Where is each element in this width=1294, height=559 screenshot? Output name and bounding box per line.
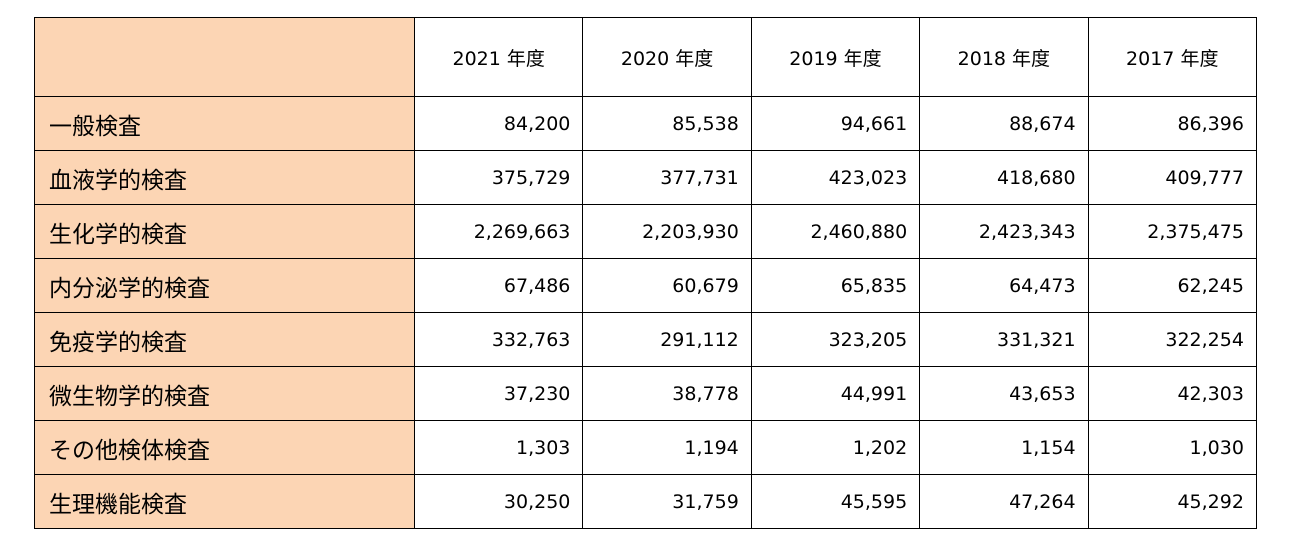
value-cell: 2,269,663 — [413, 204, 584, 259]
value-cell: 332,763 — [413, 312, 584, 367]
header-row: 2021 年度 2020 年度 2019 年度 2018 年度 2017 年度 — [34, 17, 1257, 97]
value-cell: 2,375,475 — [1087, 204, 1257, 259]
value-cell: 44,991 — [750, 366, 921, 421]
value-cell: 1,030 — [1087, 420, 1257, 475]
value-cell: 65,835 — [750, 258, 921, 313]
value-cell: 1,303 — [413, 420, 584, 475]
value-cell: 2,203,930 — [582, 204, 752, 259]
header-year-2017: 2017 年度 — [1087, 17, 1257, 97]
value-cell: 47,264 — [919, 474, 1089, 529]
value-cell: 1,202 — [750, 420, 921, 475]
value-cell: 94,661 — [750, 96, 921, 151]
value-cell: 1,154 — [919, 420, 1089, 475]
value-cell: 418,680 — [919, 150, 1089, 205]
value-cell: 67,486 — [413, 258, 584, 313]
table-row: 一般検査 84,200 85,538 94,661 88,674 86,396 — [34, 96, 1257, 151]
value-cell: 42,303 — [1087, 366, 1257, 421]
value-cell: 291,112 — [582, 312, 752, 367]
header-year-2021: 2021 年度 — [413, 17, 584, 97]
value-cell: 88,674 — [919, 96, 1089, 151]
value-cell: 45,595 — [750, 474, 921, 529]
row-label-cell: 血液学的検査 — [34, 150, 415, 205]
header-year-2018: 2018 年度 — [919, 17, 1089, 97]
table-body: 一般検査 84,200 85,538 94,661 88,674 86,396 血液学的検査… — [34, 96, 1257, 529]
row-label-cell: 生理機能検査 — [34, 474, 415, 529]
row-label-cell: 一般検査 — [34, 96, 415, 151]
row-label-cell: 内分泌学的検査 — [34, 258, 415, 313]
value-cell: 1,194 — [582, 420, 752, 475]
value-cell: 45,292 — [1087, 474, 1257, 529]
value-cell: 37,230 — [413, 366, 584, 421]
table-row: 微生物学的検査 37,230 38,778 44,991 43,653 42,303 — [34, 366, 1257, 421]
value-cell: 377,731 — [582, 150, 752, 205]
value-cell: 331,321 — [919, 312, 1089, 367]
value-cell: 60,679 — [582, 258, 752, 313]
value-cell: 43,653 — [919, 366, 1089, 421]
header-corner-cell — [34, 17, 415, 97]
row-label-cell: 微生物学的検査 — [34, 366, 415, 421]
row-label-cell: 免疫学的検査 — [34, 312, 415, 367]
row-label-cell: その他検体検査 — [34, 420, 415, 475]
table-row: その他検体検査 1,303 1,194 1,202 1,154 1,030 — [34, 420, 1257, 475]
value-cell: 86,396 — [1087, 96, 1257, 151]
value-cell: 2,460,880 — [750, 204, 921, 259]
test-count-table: 2021 年度 2020 年度 2019 年度 2018 年度 2017 年度 … — [34, 17, 1257, 529]
header-year-2020: 2020 年度 — [582, 17, 752, 97]
table-header: 2021 年度 2020 年度 2019 年度 2018 年度 2017 年度 — [34, 17, 1257, 97]
value-cell: 2,423,343 — [919, 204, 1089, 259]
value-cell: 323,205 — [750, 312, 921, 367]
value-cell: 409,777 — [1087, 150, 1257, 205]
value-cell: 322,254 — [1087, 312, 1257, 367]
table-row: 内分泌学的検査 67,486 60,679 65,835 64,473 62,245 — [34, 258, 1257, 313]
header-year-2019: 2019 年度 — [750, 17, 921, 97]
row-label-cell: 生化学的検査 — [34, 204, 415, 259]
table-row: 生化学的検査 2,269,663 2,203,930 2,460,880 2,423,3… — [34, 204, 1257, 259]
value-cell: 64,473 — [919, 258, 1089, 313]
value-cell: 31,759 — [582, 474, 752, 529]
table-row: 血液学的検査 375,729 377,731 423,023 418,680 409,77… — [34, 150, 1257, 205]
value-cell: 85,538 — [582, 96, 752, 151]
value-cell: 38,778 — [582, 366, 752, 421]
value-cell: 375,729 — [413, 150, 584, 205]
table-row: 免疫学的検査 332,763 291,112 323,205 331,321 322,25… — [34, 312, 1257, 367]
value-cell: 62,245 — [1087, 258, 1257, 313]
table-row: 生理機能検査 30,250 31,759 45,595 47,264 45,292 — [34, 474, 1257, 529]
value-cell: 84,200 — [413, 96, 584, 151]
value-cell: 423,023 — [750, 150, 921, 205]
value-cell: 30,250 — [413, 474, 584, 529]
